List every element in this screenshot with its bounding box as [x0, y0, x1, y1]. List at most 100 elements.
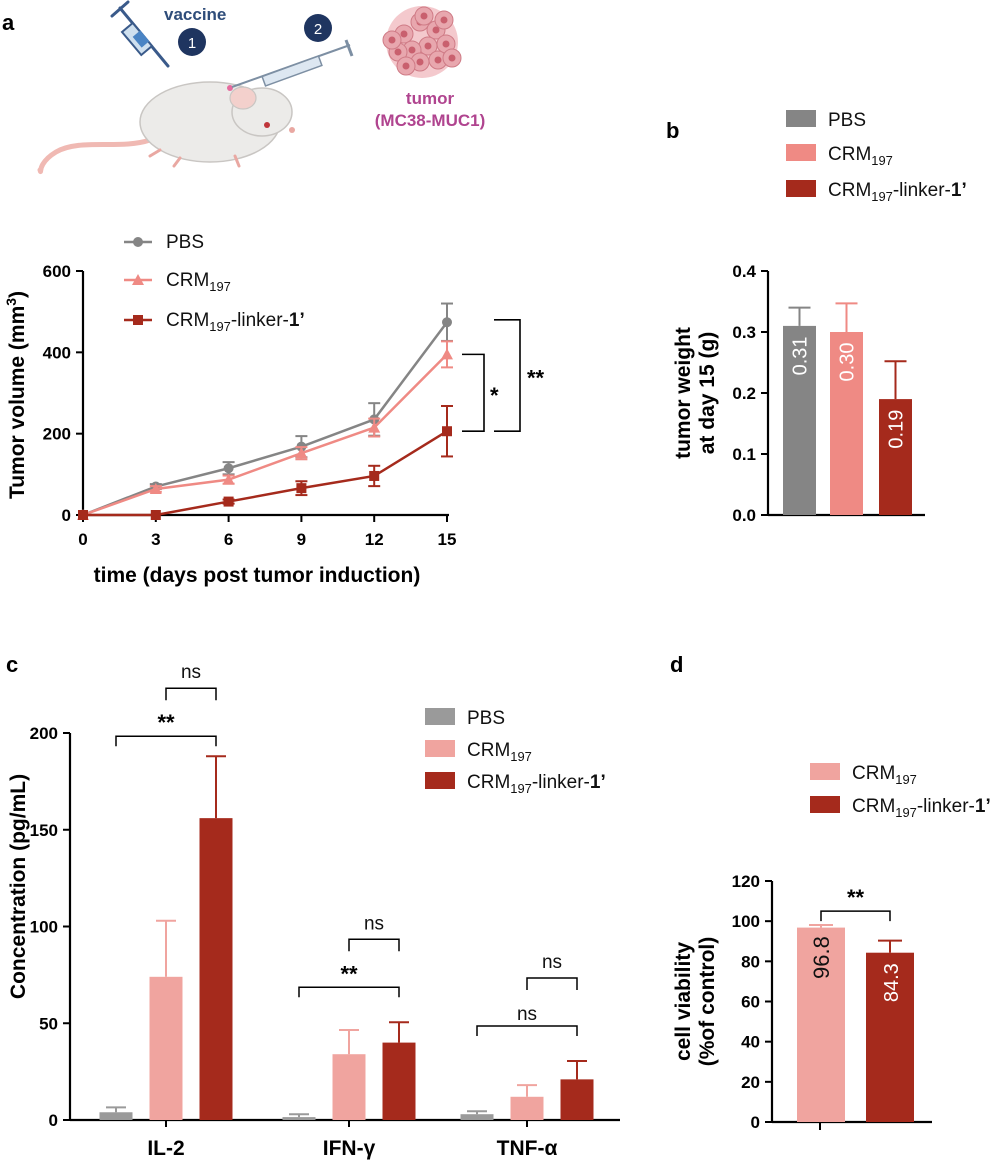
vaccine-label: vaccine [164, 5, 226, 24]
data-point [369, 470, 380, 481]
y-axis-title-main: Tumor volume (mm [6, 306, 29, 499]
tumor-cell-nucleus [416, 58, 424, 66]
legend-swatch [425, 772, 455, 789]
bar [99, 1112, 133, 1120]
legend-label-crm: CRM197 [852, 763, 917, 787]
y-tick-label: 200 [43, 425, 71, 444]
mouse-ear [229, 86, 257, 110]
y-tick-label: 100 [30, 918, 58, 937]
legend-swatch [425, 708, 455, 725]
step-2-number: 2 [314, 21, 322, 38]
data-point [223, 496, 234, 507]
sig-bracket-inner [462, 353, 485, 433]
legend-label-conj-suffix: -linker- [893, 180, 951, 201]
syringe-1-icon [110, 0, 170, 68]
mouse-feet [148, 148, 241, 168]
data-point [442, 317, 452, 328]
legend-label-conj-sub: 197 [510, 781, 532, 796]
x-tick-label: 12 [365, 530, 384, 549]
bar [830, 332, 863, 515]
data-point [223, 463, 234, 474]
y-tick-label: 0.1 [732, 445, 756, 464]
data-point [368, 421, 381, 433]
sig-bracket-wide [298, 986, 400, 998]
legend-label-conj-main: CRM [828, 180, 871, 201]
legend-marker-pbs [133, 237, 143, 247]
legend-label-conj-suffix: -linker- [917, 796, 975, 817]
tumor-cell-nucleus [440, 16, 448, 24]
cytokine-chart: 0 50 100 150 200 Concentration (pg/mL) IL-2 ** n… [7, 662, 620, 1160]
legend-label-crm-sub: 197 [209, 279, 231, 294]
x-tick-label: 0 [78, 530, 87, 549]
tumor-cell-line-label: (MC38-MUC1) [375, 111, 486, 130]
sig-bracket-outer [494, 318, 521, 433]
legend-swatch [786, 180, 816, 197]
x-tick-label: 15 [438, 530, 457, 549]
legend-label-conj-sub: 197 [209, 319, 231, 334]
legend-label-crm-sub: 197 [510, 749, 532, 764]
legend-label-conj-suffix: -linker- [532, 772, 590, 793]
series-line [82, 321, 449, 517]
legend-label-crm-main: CRM [166, 270, 209, 291]
y-tick-label: 60 [741, 993, 760, 1012]
tumor-cell-nucleus [434, 56, 442, 64]
y-tick-label: 0.2 [732, 384, 756, 403]
tumor-cell-nucleus [442, 40, 450, 48]
legend-label-crm: CRM197 [467, 740, 532, 764]
legend-label-conj-bold: 1’ [951, 180, 967, 201]
y-tick-label: 0 [62, 506, 71, 525]
sig-label-narrow: ns [542, 952, 562, 973]
syringe-2-icon [231, 39, 354, 88]
y-tick-label: 20 [741, 1073, 760, 1092]
tumor-cell-nucleus [448, 54, 456, 62]
x-tick-label: 6 [224, 530, 233, 549]
data-point [78, 510, 88, 520]
bar-value-label: 0.30 [837, 343, 859, 382]
legend-swatch [786, 144, 816, 161]
sig-bracket-wide [476, 1025, 578, 1036]
sig-bracket-narrow [348, 938, 400, 952]
bar [332, 1054, 366, 1120]
x-tick-label: 3 [151, 530, 160, 549]
bar [783, 325, 816, 515]
tumor-cell-nucleus [394, 48, 402, 56]
bar [879, 399, 912, 515]
bar [797, 927, 845, 1122]
bar-value-label: 0.19 [886, 410, 908, 449]
legend-swatch [425, 740, 455, 757]
data-point [295, 447, 308, 459]
y-tick-label: 0.3 [732, 323, 756, 342]
tumor-weight-chart: PBSCRM197CRM197-linker-1’0.00.10.20.30.4… [672, 110, 967, 525]
mouse-illustration [37, 81, 295, 174]
sig-label-wide: ns [517, 1004, 537, 1025]
tumor-cell-nucleus [400, 30, 408, 38]
legend-label-pbs: PBS [467, 708, 505, 729]
data-point [149, 482, 162, 494]
mouse-nose [289, 127, 295, 133]
legend-label-conj-main: CRM [467, 772, 510, 793]
y-tick-label: 0 [49, 1111, 58, 1130]
y-tick-label: 50 [39, 1014, 58, 1033]
bar-value-label: 96.8 [809, 936, 834, 979]
legend-label-pbs: PBS [828, 110, 866, 131]
legend-label-conj-bold: 1’ [590, 772, 606, 793]
legend-label-conj-bold: 1’ [289, 310, 305, 331]
sig-label: ** [847, 885, 865, 910]
bar [149, 976, 183, 1120]
tumor-cell-nucleus [424, 42, 432, 50]
tumor-cell-nucleus [432, 26, 440, 34]
series-line [82, 353, 448, 517]
data-point [442, 426, 452, 437]
y-tick-label: 120 [732, 872, 760, 891]
sig-bracket-narrow [165, 687, 217, 701]
y-axis-title-end: ) [6, 291, 29, 298]
y-tick-label: 600 [43, 262, 71, 281]
tumor-cell-nucleus [420, 12, 428, 20]
tumor-cell-nucleus [388, 36, 396, 44]
step-1-number: 1 [188, 35, 196, 52]
legend-label-conj: CRM197-linker-1’ [166, 310, 305, 334]
legend-label-crm-sub: 197 [895, 772, 917, 787]
bar-value-label: 0.31 [790, 336, 812, 375]
y-axis-title-line2: at day 15 (g) [696, 332, 719, 455]
